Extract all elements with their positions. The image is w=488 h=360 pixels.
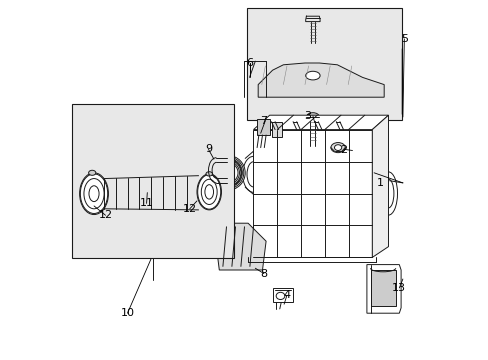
Ellipse shape bbox=[306, 113, 319, 121]
Text: 2: 2 bbox=[340, 145, 346, 156]
Bar bbox=[72, 104, 233, 258]
Ellipse shape bbox=[334, 145, 341, 150]
Ellipse shape bbox=[80, 174, 107, 213]
Bar bbox=[257, 119, 269, 135]
Text: 11: 11 bbox=[139, 198, 153, 208]
Ellipse shape bbox=[305, 71, 320, 80]
Bar bbox=[271, 122, 282, 137]
Text: 4: 4 bbox=[283, 290, 290, 300]
Text: 12: 12 bbox=[98, 210, 112, 220]
Polygon shape bbox=[258, 63, 384, 97]
Text: 12: 12 bbox=[183, 204, 197, 214]
Ellipse shape bbox=[210, 156, 244, 190]
Ellipse shape bbox=[214, 159, 241, 186]
Bar bbox=[253, 130, 371, 257]
Polygon shape bbox=[215, 223, 265, 270]
Bar bbox=[247, 8, 401, 120]
Polygon shape bbox=[371, 115, 387, 257]
Ellipse shape bbox=[197, 175, 220, 209]
Text: 5: 5 bbox=[400, 34, 407, 44]
Polygon shape bbox=[366, 265, 400, 313]
Ellipse shape bbox=[276, 292, 284, 300]
Text: 13: 13 bbox=[391, 283, 406, 293]
Ellipse shape bbox=[88, 170, 96, 175]
Text: 3: 3 bbox=[304, 111, 311, 121]
Polygon shape bbox=[253, 115, 387, 130]
Ellipse shape bbox=[330, 143, 345, 153]
Text: 9: 9 bbox=[204, 144, 212, 154]
Text: 7: 7 bbox=[260, 116, 267, 126]
Text: 10: 10 bbox=[120, 308, 134, 318]
Text: 8: 8 bbox=[260, 269, 267, 279]
Text: 1: 1 bbox=[376, 178, 383, 188]
Bar bbox=[370, 270, 395, 306]
Text: 6: 6 bbox=[245, 58, 252, 68]
Bar bbox=[72, 104, 233, 258]
Ellipse shape bbox=[218, 163, 238, 183]
Bar bbox=[273, 288, 292, 302]
Bar bbox=[247, 8, 401, 120]
Ellipse shape bbox=[205, 172, 212, 176]
